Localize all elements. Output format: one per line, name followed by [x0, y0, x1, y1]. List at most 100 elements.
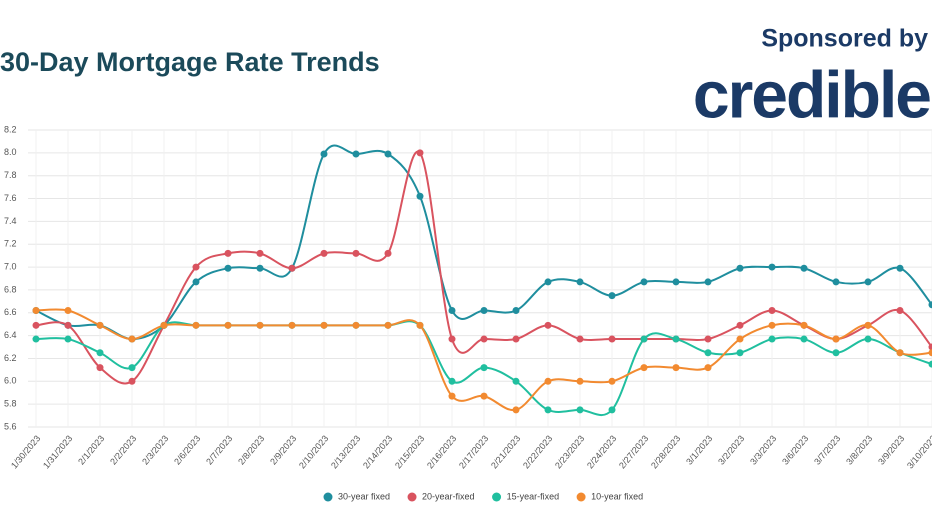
data-point — [832, 349, 840, 357]
data-point — [640, 335, 648, 343]
data-point — [512, 306, 520, 314]
data-point — [320, 321, 328, 329]
data-point — [128, 364, 136, 372]
data-point — [864, 278, 872, 286]
data-point — [448, 306, 456, 314]
y-tick-label: 6.4 — [4, 330, 17, 340]
x-tick-label: 2/27/2023 — [617, 433, 650, 470]
data-point — [544, 377, 552, 385]
data-point — [96, 349, 104, 357]
data-point — [800, 335, 808, 343]
data-point — [352, 150, 360, 158]
y-tick-label: 5.6 — [4, 421, 17, 431]
data-point — [352, 321, 360, 329]
legend-marker — [323, 492, 333, 502]
data-point — [608, 406, 616, 414]
data-point — [800, 321, 808, 329]
data-point — [576, 335, 584, 343]
data-point — [384, 150, 392, 158]
data-point — [480, 392, 488, 400]
y-tick-label: 6.0 — [4, 376, 17, 386]
y-tick-label: 6.2 — [4, 353, 17, 363]
y-tick-label: 7.2 — [4, 239, 17, 249]
chart-title: 30-Day Mortgage Rate Trends — [0, 47, 380, 77]
data-point — [64, 321, 72, 329]
data-point — [640, 278, 648, 286]
data-point — [672, 335, 680, 343]
data-point — [192, 263, 200, 271]
data-point — [480, 364, 488, 372]
data-point — [736, 349, 744, 357]
data-point — [288, 264, 296, 272]
y-tick-label: 6.6 — [4, 307, 17, 317]
y-tick-label: 8.2 — [4, 124, 17, 134]
x-tick-label: 2/24/2023 — [585, 433, 618, 470]
data-point — [192, 321, 200, 329]
x-tick-label: 3/6/2023 — [780, 433, 810, 466]
data-point — [800, 264, 808, 272]
x-tick-label: 2/16/2023 — [425, 433, 458, 470]
data-point — [832, 278, 840, 286]
x-tick-label: 2/13/2023 — [329, 433, 362, 470]
series-line — [35, 144, 932, 341]
data-point — [768, 306, 776, 314]
data-point — [224, 249, 232, 257]
data-point — [512, 406, 520, 414]
data-point — [448, 335, 456, 343]
x-tick-label: 3/1/2023 — [684, 433, 714, 466]
data-point — [928, 343, 932, 351]
x-tick-label: 1/31/2023 — [41, 433, 74, 470]
data-point — [480, 306, 488, 314]
data-point — [96, 364, 104, 372]
y-tick-label: 6.8 — [4, 284, 17, 294]
x-tick-label: 2/28/2023 — [649, 433, 682, 470]
data-point — [256, 321, 264, 329]
data-point — [128, 377, 136, 385]
data-point — [352, 249, 360, 257]
data-point — [864, 321, 872, 329]
legend-marker — [492, 492, 502, 502]
data-point — [736, 321, 744, 329]
legend-label: 30-year fixed — [338, 491, 390, 501]
y-tick-label: 8.0 — [4, 147, 17, 157]
x-tick-label: 3/3/2023 — [748, 433, 778, 466]
data-point — [896, 264, 904, 272]
y-tick-label: 5.8 — [4, 399, 17, 409]
x-tick-label: 2/2/2023 — [108, 433, 138, 466]
data-point — [416, 149, 424, 157]
data-point — [608, 292, 616, 300]
x-tick-label: 2/3/2023 — [140, 433, 170, 466]
data-point — [448, 392, 456, 400]
x-tick-label: 2/9/2023 — [268, 433, 298, 466]
data-point — [736, 264, 744, 272]
data-point — [416, 192, 424, 200]
legend-label: 15-year-fixed — [507, 491, 560, 501]
data-point — [32, 321, 40, 329]
x-tick-label: 2/23/2023 — [553, 433, 586, 470]
data-point — [480, 335, 488, 343]
x-tick-label: 3/2/2023 — [716, 433, 746, 466]
data-point — [256, 264, 264, 272]
data-point — [832, 335, 840, 343]
data-point — [928, 360, 932, 368]
data-point — [256, 249, 264, 257]
data-point — [224, 321, 232, 329]
data-point — [384, 249, 392, 257]
data-point — [64, 335, 72, 343]
data-point — [704, 278, 712, 286]
sponsor-logo: credible — [693, 57, 930, 131]
legend-label: 10-year fixed — [591, 491, 643, 501]
data-point — [768, 335, 776, 343]
sponsor-text: Sponsored by — [761, 25, 928, 53]
data-point — [704, 349, 712, 357]
legend-marker — [407, 492, 417, 502]
data-point — [384, 321, 392, 329]
data-point — [736, 335, 744, 343]
data-point — [96, 321, 104, 329]
data-point — [768, 321, 776, 329]
x-tick-label: 2/15/2023 — [393, 433, 426, 470]
x-tick-label: 3/7/2023 — [812, 433, 842, 466]
data-point — [32, 335, 40, 343]
x-tick-label: 2/7/2023 — [204, 433, 234, 466]
